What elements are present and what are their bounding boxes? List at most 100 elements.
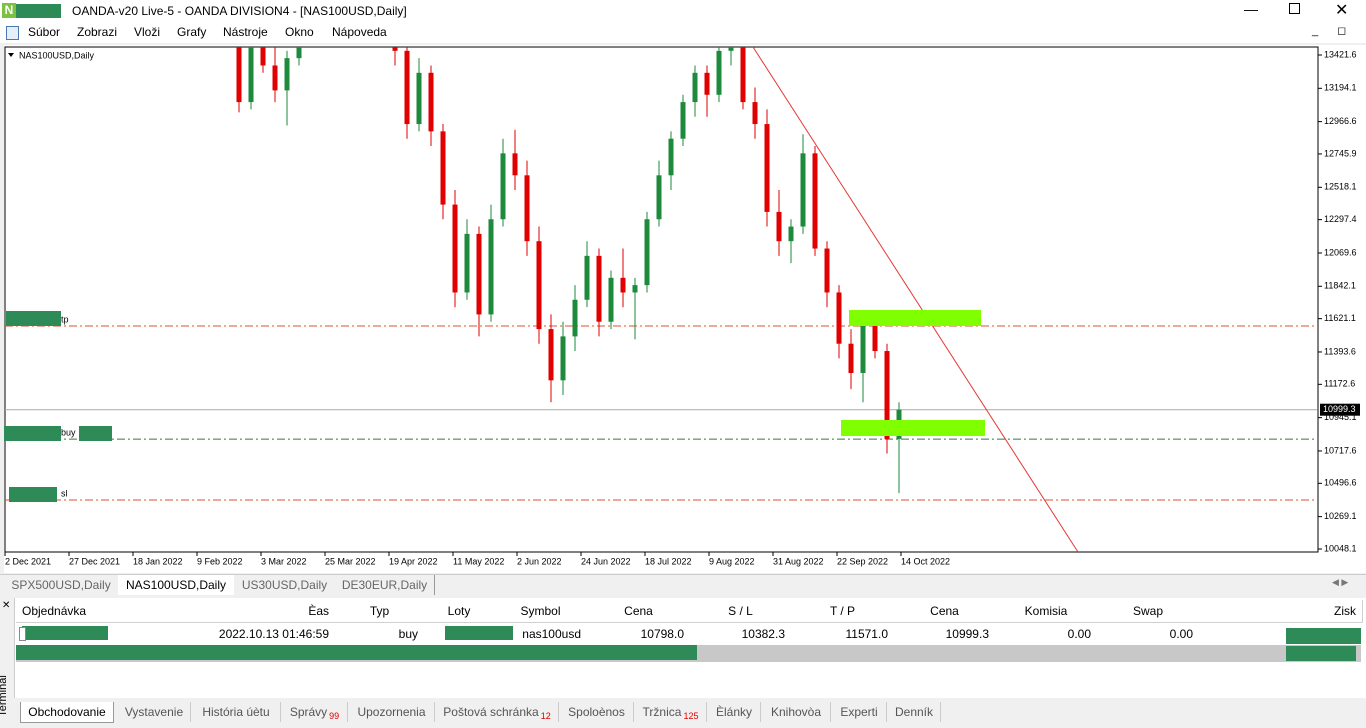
tab-label[interactable]: Tržnica bbox=[642, 705, 682, 719]
y-tick-label: 12069.6 bbox=[1324, 247, 1357, 257]
doc-icon bbox=[6, 26, 19, 40]
candle-body bbox=[800, 153, 806, 227]
column-header[interactable]: Loty bbox=[424, 600, 495, 623]
tab-badge: 125 bbox=[683, 711, 699, 721]
cell: nas100usd bbox=[522, 627, 581, 641]
y-tick-label: 10945.1 bbox=[1324, 412, 1357, 422]
terminal-tab[interactable]: Vystavenie bbox=[118, 702, 191, 722]
menu-bar bbox=[0, 22, 1366, 43]
menu-item[interactable]: Nápoveda bbox=[332, 25, 387, 39]
column-header[interactable]: Symbol bbox=[494, 600, 588, 623]
candle-body bbox=[704, 72, 710, 95]
tab-label[interactable]: Denník bbox=[894, 705, 934, 719]
maximize[interactable] bbox=[1289, 3, 1300, 14]
chart-tab[interactable]: SPX500USD,Daily bbox=[4, 575, 119, 595]
title-bar bbox=[0, 0, 1366, 22]
column-header[interactable]: Zisk bbox=[1199, 600, 1363, 623]
column-header[interactable]: S / L bbox=[690, 600, 792, 623]
candle-body bbox=[788, 226, 794, 242]
candle-body bbox=[296, 47, 302, 59]
redacted bbox=[79, 426, 112, 441]
y-tick-label: 10048.1 bbox=[1324, 543, 1357, 553]
tab-label[interactable]: Poštová schránka bbox=[443, 705, 539, 719]
chart-tab[interactable]: US30USD,Daily bbox=[234, 575, 336, 595]
redacted bbox=[4, 426, 61, 441]
redacted bbox=[16, 4, 61, 18]
y-tick-label: 10269.1 bbox=[1324, 511, 1357, 521]
menu-item[interactable]: Súbor bbox=[28, 25, 61, 39]
menu-item[interactable]: Zobrazi bbox=[77, 25, 118, 39]
column-header[interactable]: Typ bbox=[335, 600, 425, 623]
candle-body bbox=[440, 131, 446, 205]
chart-tab[interactable]: NAS100USD,Daily bbox=[118, 575, 235, 595]
tab-label[interactable]: Spoloènos bbox=[568, 705, 625, 719]
tab-scroll[interactable]: ◀ ▶ bbox=[1332, 577, 1349, 587]
candle-body bbox=[500, 153, 506, 220]
candle-body bbox=[716, 50, 722, 95]
menu-item[interactable]: Vloži bbox=[134, 25, 161, 39]
terminal-tab[interactable]: Denník bbox=[888, 702, 941, 722]
minimize[interactable]: — bbox=[1244, 1, 1258, 17]
tab-label[interactable]: Èlánky bbox=[715, 705, 753, 719]
column-header[interactable]: Èas bbox=[148, 600, 336, 623]
candle-body bbox=[872, 321, 878, 352]
mdi-controls[interactable]: _ ◻ ✕ bbox=[1312, 25, 1366, 37]
close-terminal[interactable]: ✕ bbox=[2, 600, 11, 611]
column-header[interactable]: Cena bbox=[587, 600, 691, 623]
column-header[interactable]: T / P bbox=[791, 600, 895, 623]
terminal-tab[interactable]: Poštová schránka 12 bbox=[436, 702, 559, 722]
zone bbox=[841, 420, 985, 436]
row-icon bbox=[19, 627, 26, 641]
chart-tab[interactable]: DE30EUR,Daily bbox=[335, 575, 435, 595]
tab-label[interactable]: Vystavenie bbox=[124, 705, 184, 719]
tab-badge: 99 bbox=[329, 711, 340, 721]
candle-body bbox=[728, 47, 734, 51]
column-header[interactable]: Cena bbox=[894, 600, 996, 623]
terminal-tab[interactable]: História úètu bbox=[192, 702, 281, 722]
candle-body bbox=[680, 102, 686, 139]
x-tick-label: 25 Mar 2022 bbox=[325, 556, 376, 566]
column-header[interactable]: Swap bbox=[1097, 600, 1200, 623]
symbol-arrow bbox=[8, 53, 14, 57]
terminal-tab[interactable]: Obchodovanie bbox=[20, 702, 114, 723]
terminal-tab[interactable]: Správy 99 bbox=[282, 702, 348, 722]
app-icon: N bbox=[2, 3, 16, 18]
menu-item[interactable]: Nástroje bbox=[223, 25, 268, 39]
y-tick-label: 10717.6 bbox=[1324, 445, 1357, 455]
cell: 0.00 bbox=[1169, 627, 1193, 641]
y-tick-label: 12966.6 bbox=[1324, 116, 1357, 126]
column-header[interactable]: Komisia bbox=[995, 600, 1098, 623]
cell: 10382.3 bbox=[741, 627, 785, 641]
terminal-tab[interactable]: Tržnica 125 bbox=[635, 702, 707, 722]
terminal-tab[interactable]: Experti bbox=[832, 702, 887, 722]
candle-body bbox=[512, 153, 518, 176]
tab-label[interactable]: Experti bbox=[840, 705, 878, 719]
cell: 10798.0 bbox=[640, 627, 684, 641]
terminal-tab[interactable]: Èlánky bbox=[708, 702, 761, 722]
terminal-tab[interactable]: Upozornenia bbox=[349, 702, 435, 722]
tab-label[interactable]: Upozornenia bbox=[357, 705, 426, 719]
tab-label[interactable]: Obchodovanie bbox=[28, 705, 106, 719]
column-header[interactable]: Objednávka bbox=[16, 600, 149, 623]
plot-frame bbox=[4, 46, 1319, 553]
redacted bbox=[6, 311, 61, 326]
level-label: sl bbox=[61, 488, 68, 498]
window-title: OANDA-v20 Live-5 - OANDA DIVISION4 - [NA… bbox=[72, 4, 407, 18]
tab-label[interactable]: Knihovòa bbox=[770, 705, 822, 719]
x-tick-label: 19 Apr 2022 bbox=[389, 556, 438, 566]
close[interactable]: ✕ bbox=[1335, 2, 1349, 19]
candle-body bbox=[488, 219, 494, 315]
candle-body bbox=[284, 58, 290, 91]
candle-body bbox=[584, 255, 590, 300]
terminal-tab[interactable]: Spoloènos bbox=[560, 702, 634, 722]
x-tick-label: 2 Dec 2021 bbox=[5, 556, 51, 566]
cell: buy bbox=[398, 627, 418, 641]
terminal-label: Terminál bbox=[0, 675, 9, 717]
tab-label[interactable]: Správy bbox=[289, 705, 328, 719]
x-tick-label: 24 Jun 2022 bbox=[581, 556, 631, 566]
terminal-tab[interactable]: Knihovòa bbox=[762, 702, 831, 722]
menu-item[interactable]: Grafy bbox=[177, 25, 207, 39]
menu-item[interactable]: Okno bbox=[285, 25, 314, 39]
tab-label[interactable]: História úètu bbox=[202, 705, 270, 719]
candle-body bbox=[776, 211, 782, 242]
